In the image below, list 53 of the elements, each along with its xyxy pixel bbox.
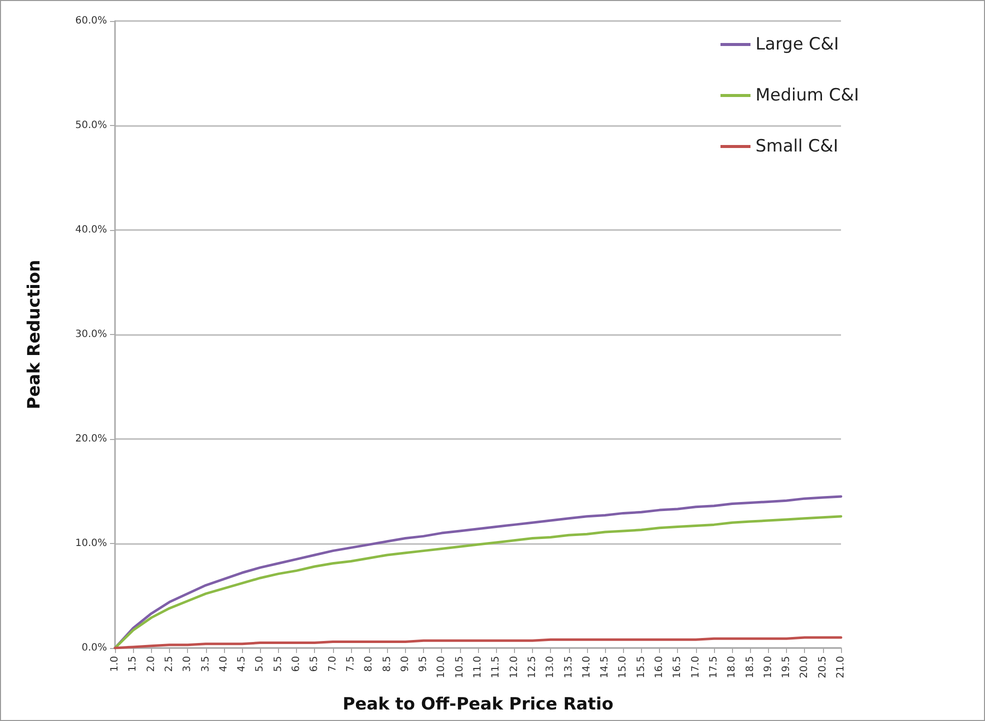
x-tick-label: 10.0	[436, 656, 448, 678]
x-tick-label: 20.0	[799, 656, 810, 678]
x-tick-label: 18.5	[744, 656, 756, 678]
x-axis-title: Peak to Off-Peak Price Ratio	[342, 694, 614, 714]
y-tick-label: 50.0%	[75, 120, 107, 131]
x-tick-label: 7.5	[345, 656, 356, 672]
y-tick-label: 20.0%	[75, 434, 107, 444]
x-tick-label: 19.5	[781, 656, 792, 678]
y-tick-label: 30.0%	[75, 329, 107, 340]
y-tick-label: 60.0%	[75, 16, 107, 26]
x-tick-label: 18.0	[726, 656, 738, 678]
x-tick-label: 5.5	[272, 656, 284, 672]
x-tick-label: 13.0	[545, 656, 556, 678]
legend-label: Small C&I	[755, 136, 838, 156]
x-tick-label: 14.5	[600, 656, 611, 678]
x-tick-label: 7.0	[327, 656, 338, 672]
x-tick-label: 2.5	[164, 656, 175, 672]
x-tick-label: 11.0	[472, 656, 484, 678]
x-tick-label: 6.0	[291, 656, 302, 672]
x-tick-label: 16.5	[672, 656, 684, 678]
x-tick-label: 15.5	[636, 656, 647, 678]
y-axis-title: Peak Reduction	[24, 260, 44, 410]
x-tick-label: 21.0	[836, 656, 846, 678]
x-tick-label: 13.5	[563, 656, 574, 678]
x-tick-label: 3.0	[182, 656, 194, 672]
x-tick-label: 6.5	[309, 656, 320, 672]
y-tick-label: 40.0%	[75, 224, 107, 236]
x-tick-label: 12.0	[508, 656, 520, 678]
x-tick-label: 17.5	[708, 656, 720, 678]
x-tick-label: 14.0	[581, 656, 592, 678]
x-tick-label: 11.5	[490, 656, 502, 678]
x-tick-label: 8.5	[382, 656, 393, 672]
x-tick-label: 9.0	[400, 656, 411, 672]
x-tick-label: 17.0	[690, 656, 702, 678]
x-tick-label: 2.0	[146, 656, 157, 672]
x-tick-label: 19.0	[762, 656, 774, 678]
x-tick-label: 16.0	[654, 656, 665, 678]
legend-label: Medium C&I	[755, 86, 860, 106]
y-tick-label: 0.0%	[82, 642, 107, 654]
x-tick-label: 1.0	[110, 656, 120, 672]
x-tick-label: 4.0	[218, 656, 230, 672]
x-tick-label: 5.0	[254, 656, 266, 672]
x-tick-label: 12.5	[526, 656, 538, 678]
x-tick-label: 1.5	[128, 656, 139, 672]
x-tick-label: 8.0	[364, 656, 375, 672]
x-tick-label: 20.5	[817, 656, 828, 678]
legend-label: Large C&I	[755, 34, 839, 54]
x-tick-label: 9.5	[418, 656, 430, 672]
x-tick-label: 4.5	[236, 656, 248, 672]
x-tick-label: 10.5	[454, 656, 466, 678]
y-tick-label: 10.0%	[75, 538, 107, 549]
x-tick-label: 3.5	[200, 656, 212, 672]
x-tick-label: 15.0	[618, 656, 629, 678]
